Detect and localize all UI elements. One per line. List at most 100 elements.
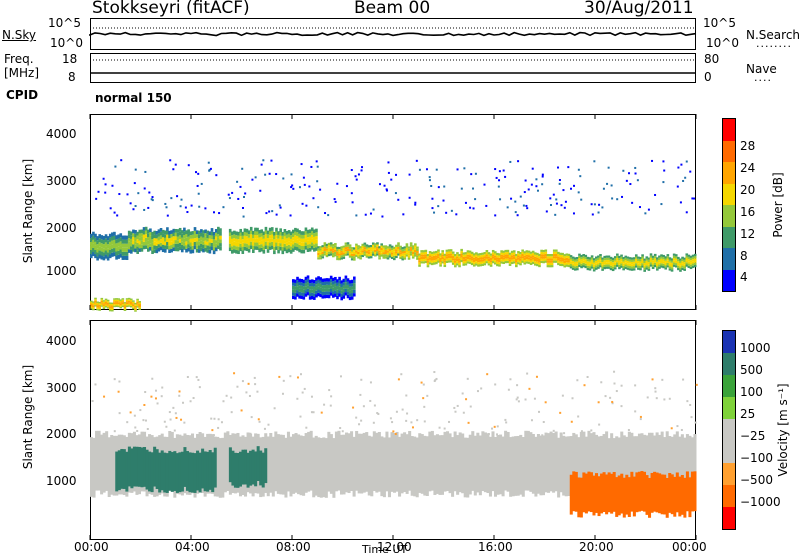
- power-cell: [157, 247, 161, 252]
- velocity-cell: [389, 417, 392, 420]
- power-cell: [300, 282, 304, 286]
- power-cell: [346, 294, 350, 299]
- power-cell: [603, 255, 607, 259]
- power-cell: [365, 246, 369, 249]
- power-cell: [390, 250, 394, 253]
- power-cell: [668, 266, 672, 269]
- power-cell: [193, 241, 197, 246]
- power-cell: [442, 199, 445, 202]
- power-cell: [605, 266, 609, 269]
- power-cell: [416, 248, 419, 251]
- velocity-cell: [189, 400, 192, 403]
- velocity-cell: [273, 407, 276, 410]
- power-cell: [529, 256, 533, 259]
- velocity-cell: [655, 472, 659, 513]
- power-cell: [538, 262, 541, 265]
- power-cell: [302, 176, 305, 179]
- velocity-cell: [143, 403, 146, 406]
- power-cell: [90, 300, 93, 303]
- power-cell: [94, 305, 97, 307]
- power-cell: [386, 250, 390, 253]
- power-cell: [336, 255, 339, 258]
- power-cell: [300, 245, 304, 250]
- power-cell: [336, 257, 339, 261]
- power-cell: [193, 234, 197, 239]
- velocity-cell: [117, 390, 120, 393]
- power-cell: [98, 307, 102, 310]
- power-cell: [331, 277, 335, 282]
- power-cell: [308, 283, 312, 287]
- velocity-cell: [504, 430, 508, 491]
- power-cell: [628, 263, 632, 267]
- velocity-cell: [305, 434, 308, 437]
- velocity-cell: [254, 451, 258, 487]
- power-cell: [161, 237, 165, 241]
- power-cell: [670, 258, 674, 261]
- power-cell: [548, 254, 552, 257]
- power-cell: [662, 259, 665, 262]
- freq-tick-bottom: 8: [68, 70, 76, 84]
- power-cell: [466, 250, 470, 253]
- power-cell: [115, 301, 118, 303]
- velocity-cell: [549, 431, 553, 492]
- vel-cb-tick-500: 500: [740, 363, 763, 377]
- power-cell: [449, 251, 453, 254]
- power-cell: [376, 246, 379, 249]
- power-cell: [317, 250, 320, 253]
- power-cell: [256, 227, 259, 232]
- power-cell: [357, 173, 360, 176]
- power-cell: [540, 256, 543, 259]
- power-cell: [576, 263, 579, 266]
- velocity-cell: [257, 418, 260, 421]
- power-cell: [689, 262, 693, 265]
- power-cell: [605, 255, 609, 258]
- power-cell: [653, 260, 657, 263]
- velocity-cell: [217, 418, 220, 421]
- power-cell: [90, 304, 93, 307]
- power-cell: [206, 241, 210, 246]
- power-cell: [693, 197, 696, 200]
- power-cell: [104, 301, 108, 304]
- velocity-cell: [370, 436, 374, 497]
- power-cell: [310, 245, 314, 250]
- velocity-cell: [160, 395, 163, 398]
- power-cell: [348, 283, 352, 287]
- power-cell: [121, 301, 125, 303]
- velocity-cell: [670, 474, 674, 515]
- power-cell: [96, 252, 99, 257]
- power-cell: [212, 239, 216, 244]
- power-cell: [157, 240, 161, 245]
- power-cell: [437, 205, 440, 208]
- power-cell: [691, 254, 695, 257]
- velocity-cell: [92, 437, 96, 498]
- power-cell: [245, 228, 249, 233]
- power-cell: [102, 303, 106, 305]
- power-cell: [386, 255, 390, 258]
- velocity-cell: [185, 451, 189, 491]
- power-cell: [609, 265, 613, 268]
- power-cell: [219, 246, 222, 251]
- power-cell: [595, 267, 598, 270]
- power-cell: [660, 254, 663, 257]
- velocity-cell: [451, 437, 455, 497]
- power-cell: [115, 243, 118, 248]
- power-cell: [569, 263, 573, 267]
- power-cell: [306, 248, 310, 252]
- power-cell: [294, 286, 297, 290]
- power-cell: [641, 254, 644, 257]
- power-cell: [651, 266, 655, 270]
- power-cell: [626, 267, 630, 270]
- power-cell: [92, 243, 95, 248]
- power-cell: [390, 178, 393, 181]
- power-cell: [624, 262, 628, 265]
- velocity-cell: [589, 433, 593, 493]
- power-cell: [331, 255, 335, 258]
- power-cell: [626, 260, 630, 264]
- power-cell: [98, 238, 102, 243]
- power-cell: [327, 214, 330, 217]
- power-cell: [277, 249, 280, 254]
- velocity-cell: [139, 409, 142, 412]
- power-cell: [292, 248, 295, 252]
- velocity-cell: [304, 433, 308, 493]
- power-cell: [420, 261, 423, 264]
